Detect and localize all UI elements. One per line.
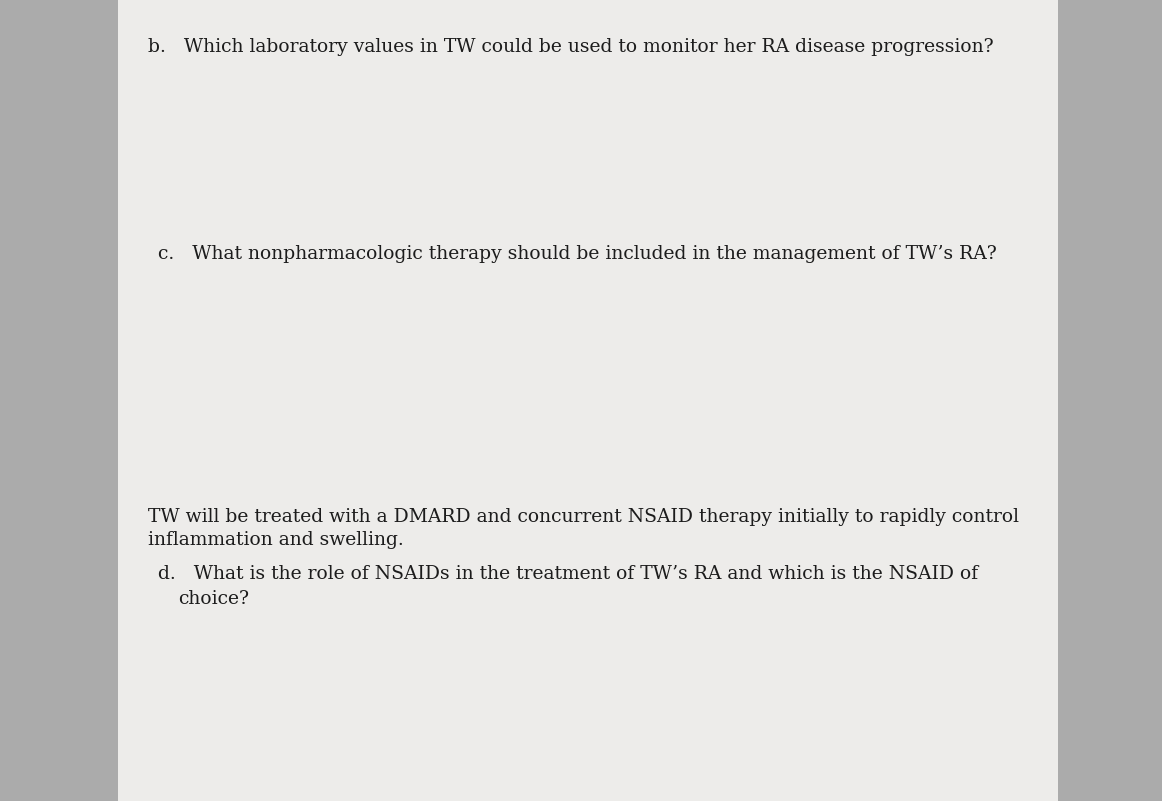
Text: inflammation and swelling.: inflammation and swelling.: [148, 531, 403, 549]
Text: TW will be treated with a DMARD and concurrent NSAID therapy initially to rapidl: TW will be treated with a DMARD and conc…: [148, 508, 1019, 526]
Text: choice?: choice?: [178, 590, 249, 608]
Text: b.   Which laboratory values in TW could be used to monitor her RA disease progr: b. Which laboratory values in TW could b…: [148, 38, 994, 56]
Text: c.   What nonpharmacologic therapy should be included in the management of TW’s : c. What nonpharmacologic therapy should …: [158, 245, 997, 263]
Bar: [119, 0, 1057, 801]
Text: d.   What is the role of NSAIDs in the treatment of TW’s RA and which is the NSA: d. What is the role of NSAIDs in the tre…: [158, 565, 978, 583]
